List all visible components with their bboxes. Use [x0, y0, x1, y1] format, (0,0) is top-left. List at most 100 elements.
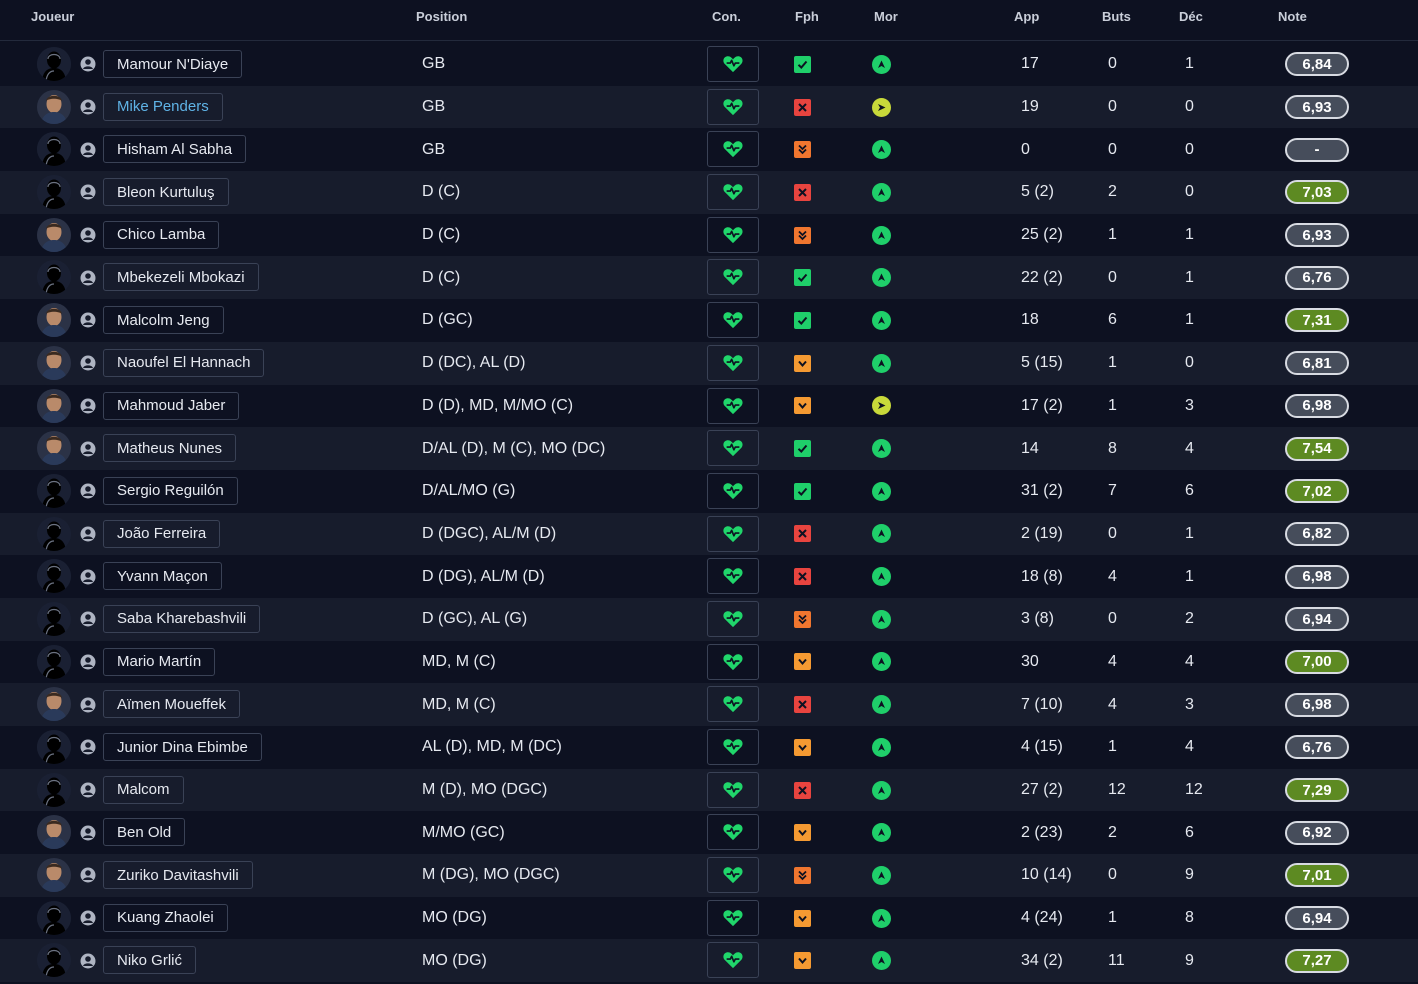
- player-name-button[interactable]: Niko Grlić: [103, 946, 197, 975]
- condition-button[interactable]: [707, 302, 759, 339]
- condition-button[interactable]: [707, 686, 759, 723]
- player-name-button[interactable]: Mahmoud Jaber: [103, 391, 240, 420]
- table-row[interactable]: Naoufel El Hannach D (DC), AL (D) 5 (15) 1 0…: [0, 341, 1418, 385]
- player-avatar[interactable]: [37, 900, 71, 935]
- player-name-button[interactable]: Yvann Maçon: [103, 562, 222, 591]
- column-header-condition[interactable]: Con.: [712, 9, 741, 24]
- person-icon[interactable]: [80, 555, 96, 598]
- table-row[interactable]: João Ferreira D (DGC), AL/M (D) 2 (19) 0 1 6,…: [0, 512, 1418, 556]
- person-icon[interactable]: [80, 128, 96, 171]
- person-icon[interactable]: [80, 598, 96, 641]
- player-name-button[interactable]: Kuang Zhaolei: [103, 903, 228, 932]
- person-icon[interactable]: [80, 427, 96, 470]
- table-row[interactable]: Mario Martín MD, M (C) 30 4 4 7,00: [0, 641, 1418, 684]
- table-row[interactable]: Zuriko Davitashvili M (DG), MO (DGC) 10 (1…: [0, 854, 1418, 897]
- player-avatar[interactable]: [37, 345, 71, 380]
- player-name-button[interactable]: Mbekezeli Mbokazi: [103, 263, 259, 292]
- player-name-button[interactable]: Sergio Reguilón: [103, 476, 238, 505]
- column-header-position[interactable]: Position: [416, 9, 468, 24]
- player-name-button[interactable]: Chico Lamba: [103, 220, 220, 249]
- table-row[interactable]: Junior Dina Ebimbe AL (D), MD, M (DC) 4 (1…: [0, 726, 1418, 769]
- person-icon[interactable]: [80, 513, 96, 556]
- player-avatar[interactable]: [37, 516, 71, 551]
- column-header-dec[interactable]: Déc: [1179, 9, 1203, 24]
- condition-button[interactable]: [707, 344, 759, 381]
- condition-button[interactable]: [707, 814, 759, 851]
- condition-button[interactable]: [707, 131, 759, 168]
- player-name-button[interactable]: Mario Martín: [103, 647, 216, 676]
- condition-button[interactable]: [707, 771, 759, 808]
- table-row[interactable]: Malcom M (D), MO (DGC) 27 (2) 12 12 7,29: [0, 768, 1418, 812]
- player-name-button[interactable]: Ben Old: [103, 818, 186, 847]
- person-icon[interactable]: [80, 811, 96, 854]
- condition-button[interactable]: [707, 472, 759, 509]
- player-avatar[interactable]: [37, 730, 71, 764]
- player-avatar[interactable]: [37, 47, 71, 81]
- table-row[interactable]: Mike Penders GB 19 0 0 6,93: [0, 85, 1418, 129]
- person-icon[interactable]: [80, 683, 96, 726]
- column-header-app[interactable]: App: [1014, 9, 1040, 24]
- table-row[interactable]: Hisham Al Sabha GB 0 0 0 -: [0, 128, 1418, 171]
- column-header-joueur[interactable]: Joueur: [31, 9, 75, 24]
- table-row[interactable]: Kuang Zhaolei MO (DG) 4 (24) 1 8 6,94: [0, 897, 1418, 940]
- column-header-morale[interactable]: Mor: [874, 9, 898, 24]
- table-row[interactable]: Mahmoud Jaber D (D), MD, M/MO (C) 17 (2) 1 3…: [0, 385, 1418, 428]
- player-name-button[interactable]: Matheus Nunes: [103, 434, 237, 463]
- condition-button[interactable]: [707, 643, 759, 680]
- condition-button[interactable]: [707, 88, 759, 125]
- player-avatar[interactable]: [37, 858, 71, 893]
- table-row[interactable]: Bleon Kurtuluş D (C) 5 (2) 2 0 7,03: [0, 171, 1418, 214]
- player-name-button[interactable]: Junior Dina Ebimbe: [103, 733, 262, 761]
- player-avatar[interactable]: [37, 943, 71, 978]
- player-avatar[interactable]: [37, 217, 71, 252]
- player-avatar[interactable]: [37, 431, 71, 466]
- condition-button[interactable]: [707, 174, 759, 211]
- condition-button[interactable]: [707, 430, 759, 467]
- player-avatar[interactable]: [37, 388, 71, 423]
- person-icon[interactable]: [80, 171, 96, 214]
- player-name-button[interactable]: Malcom: [103, 775, 184, 804]
- table-row[interactable]: Ben Old M/MO (GC) 2 (23) 2 6 6,92: [0, 811, 1418, 854]
- player-avatar[interactable]: [37, 644, 71, 679]
- condition-button[interactable]: [707, 857, 759, 894]
- person-icon[interactable]: [80, 641, 96, 684]
- player-name-button[interactable]: Mamour N'Diaye: [103, 50, 243, 78]
- table-row[interactable]: Chico Lamba D (C) 25 (2) 1 1 6,93: [0, 214, 1418, 257]
- player-avatar[interactable]: [37, 132, 71, 167]
- person-icon[interactable]: [80, 43, 96, 86]
- table-row[interactable]: Sergio Reguilón D/AL/MO (G) 31 (2) 7 6 7,02: [0, 470, 1418, 513]
- condition-button[interactable]: [707, 259, 759, 296]
- player-name-button[interactable]: João Ferreira: [103, 519, 221, 548]
- player-name-button[interactable]: Saba Kharebashvili: [103, 604, 261, 633]
- condition-button[interactable]: [707, 515, 759, 552]
- player-name-button[interactable]: Mike Penders: [103, 92, 223, 121]
- person-icon[interactable]: [80, 385, 96, 428]
- person-icon[interactable]: [80, 342, 96, 385]
- table-row[interactable]: Mamour N'Diaye GB 17 0 1 6,84: [0, 43, 1418, 86]
- player-name-button[interactable]: Naoufel El Hannach: [103, 348, 265, 377]
- person-icon[interactable]: [80, 897, 96, 940]
- table-row[interactable]: Yvann Maçon D (DG), AL/M (D) 18 (8) 4 1 6,98: [0, 555, 1418, 598]
- player-name-button[interactable]: Malcolm Jeng: [103, 306, 224, 335]
- person-icon[interactable]: [80, 726, 96, 769]
- condition-button[interactable]: [707, 558, 759, 595]
- condition-button[interactable]: [707, 899, 759, 936]
- player-name-button[interactable]: Hisham Al Sabha: [103, 135, 247, 164]
- player-name-button[interactable]: Bleon Kurtuluş: [103, 178, 229, 207]
- person-icon[interactable]: [80, 854, 96, 897]
- player-name-button[interactable]: Zuriko Davitashvili: [103, 861, 253, 890]
- table-row[interactable]: Aïmen Moueffek MD, M (C) 7 (10) 4 3 6,98: [0, 683, 1418, 726]
- player-avatar[interactable]: [37, 815, 71, 850]
- person-icon[interactable]: [80, 299, 96, 342]
- player-avatar[interactable]: [37, 601, 71, 636]
- table-row[interactable]: Niko Grlić MO (DG) 34 (2) 11 9 7,27: [0, 939, 1418, 983]
- column-header-fph[interactable]: Fph: [795, 9, 819, 24]
- player-avatar[interactable]: [37, 559, 71, 594]
- table-row[interactable]: Mbekezeli Mbokazi D (C) 22 (2) 0 1 6,76: [0, 256, 1418, 300]
- player-avatar[interactable]: [37, 175, 71, 210]
- person-icon[interactable]: [80, 256, 96, 299]
- person-icon[interactable]: [80, 214, 96, 257]
- player-avatar[interactable]: [37, 772, 71, 807]
- player-name-button[interactable]: Aïmen Moueffek: [103, 690, 240, 719]
- person-icon[interactable]: [80, 470, 96, 513]
